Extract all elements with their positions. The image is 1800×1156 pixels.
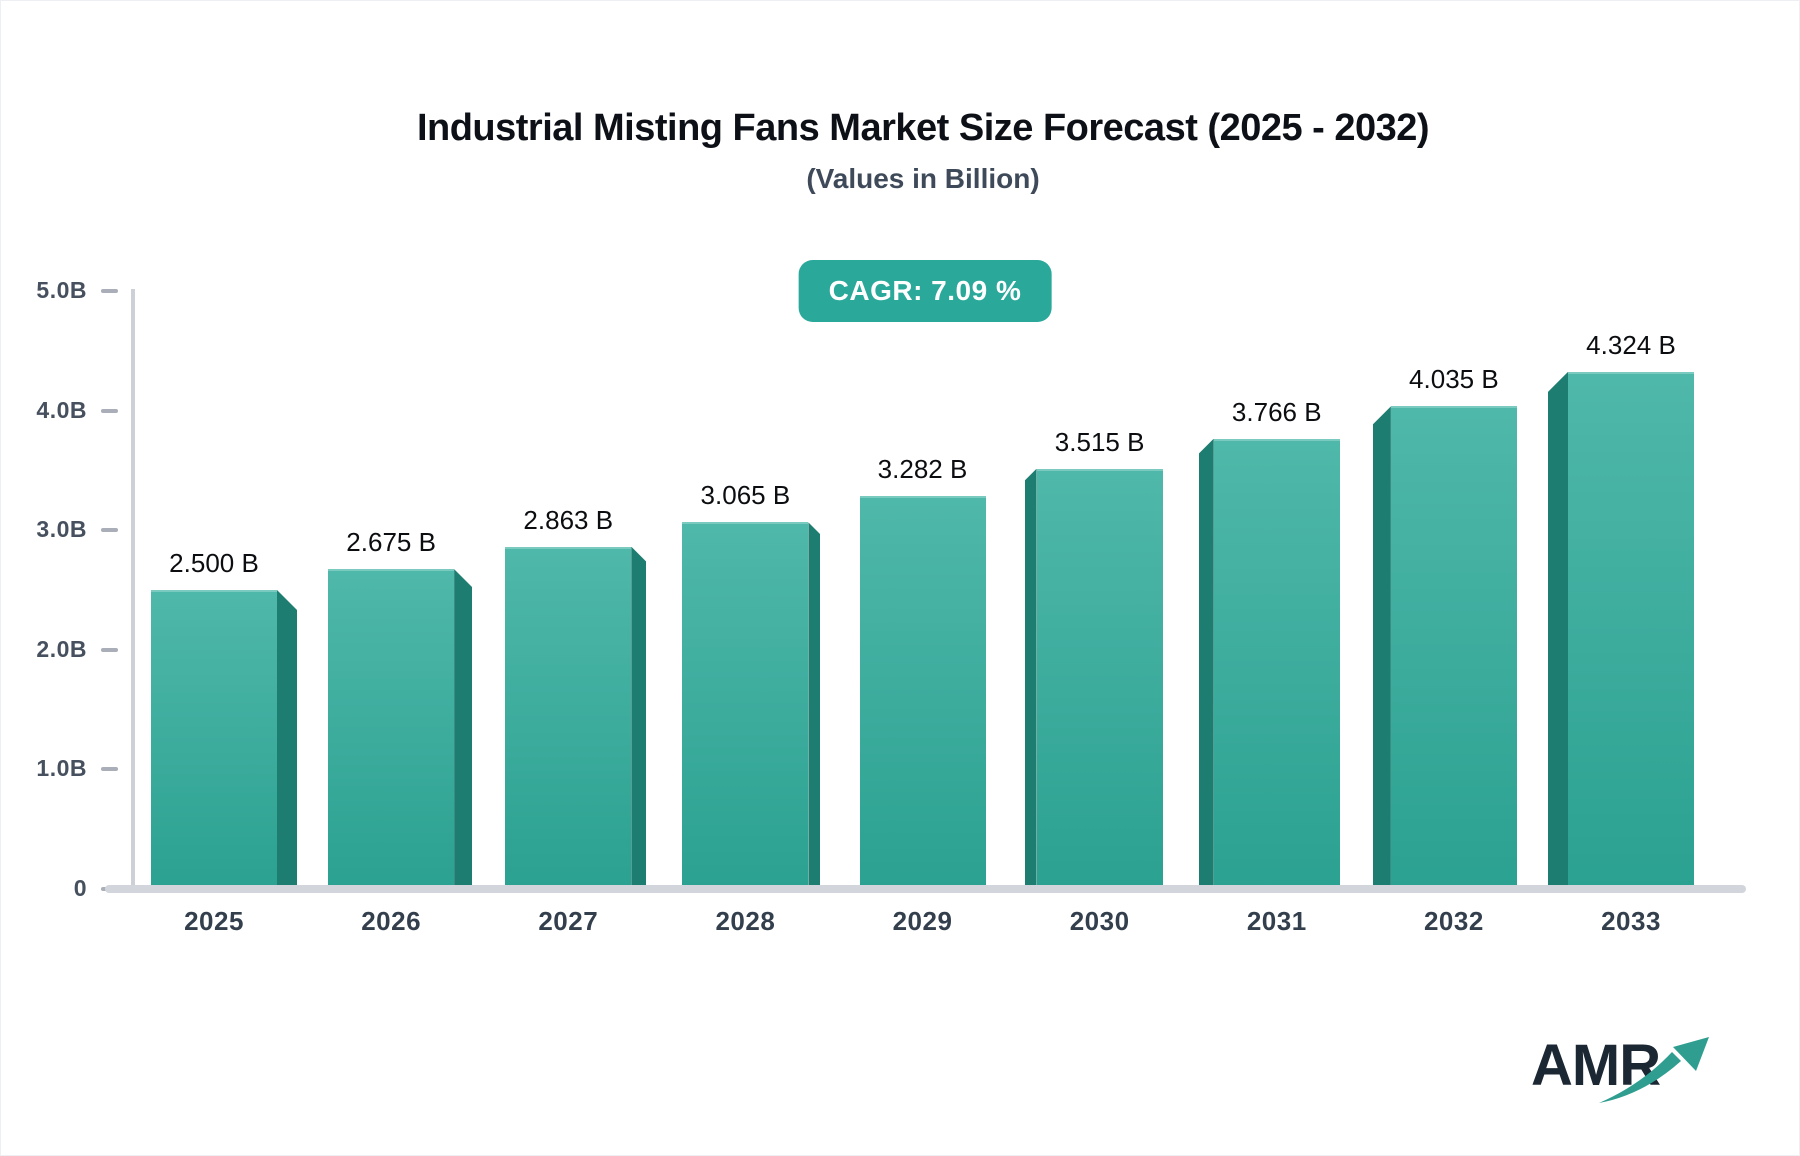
x-axis-label: 2032 (1423, 906, 1484, 936)
growth-arrow-icon (1599, 1037, 1709, 1103)
bar-3d-side (808, 522, 821, 889)
y-axis-tick (101, 767, 118, 772)
chart-title: Industrial Misting Fans Market Size Fore… (416, 107, 1430, 149)
x-axis-label: 2033 (1601, 906, 1661, 936)
bar-3d-side (1372, 406, 1391, 889)
bar-3d-side (454, 569, 473, 889)
x-axis-label: 2025 (184, 906, 244, 936)
bar-value-label: 3.282 B (877, 454, 968, 485)
bar-value-label: 2.500 B (169, 548, 259, 578)
bar (328, 569, 455, 889)
bar-value-label: 2.675 B (346, 527, 436, 558)
chart-subtitle: (Values in Billion) (806, 163, 1040, 194)
bar-3d-side (1198, 438, 1214, 889)
y-axis-tick (101, 289, 118, 293)
y-axis-tick-label: 0 (73, 875, 87, 901)
bar-value-label: 4.035 B (1409, 364, 1499, 395)
y-axis-tick-label: 1.0B (36, 755, 87, 782)
bar (505, 546, 632, 889)
bar-value-label: 4.324 B (1586, 329, 1676, 360)
bar (1036, 468, 1163, 889)
y-axis-tick (101, 528, 118, 533)
x-axis-baseline (105, 885, 1746, 893)
cagr-badge: CAGR: 7.09 % (798, 260, 1052, 322)
bar-3d-side (1024, 468, 1037, 889)
bar-3d-side (631, 546, 647, 889)
x-axis-label: 2026 (361, 906, 422, 936)
bar (859, 496, 986, 889)
bar (1213, 438, 1340, 889)
amr-logo: AMR (1531, 1033, 1746, 1128)
bar-value-label: 2.863 B (523, 504, 614, 535)
bar-3d-side (277, 590, 297, 889)
x-axis-label: 2027 (538, 906, 599, 936)
x-axis-label: 2029 (892, 906, 953, 936)
bar-value-label: 3.515 B (1054, 426, 1145, 457)
x-axis-label: 2030 (1069, 906, 1130, 936)
y-axis-tick-label: 2.0B (36, 635, 87, 662)
bar (1568, 371, 1694, 889)
bar-value-label: 3.766 B (1231, 396, 1322, 427)
y-axis-tick (101, 647, 118, 652)
bar-value-label: 3.065 B (700, 480, 791, 511)
y-axis-tick-label: 4.0B (36, 396, 87, 423)
y-axis-line (131, 289, 135, 891)
x-axis-label: 2028 (715, 906, 776, 936)
x-axis-label: 2031 (1246, 906, 1307, 936)
y-axis-tick (101, 408, 118, 413)
bar (1390, 406, 1517, 889)
bar (151, 590, 277, 889)
bar-3d-side (1548, 371, 1568, 889)
bar (682, 522, 809, 889)
y-axis-tick-label: 5.0B (36, 277, 87, 303)
y-axis-tick-label: 3.0B (36, 516, 87, 543)
